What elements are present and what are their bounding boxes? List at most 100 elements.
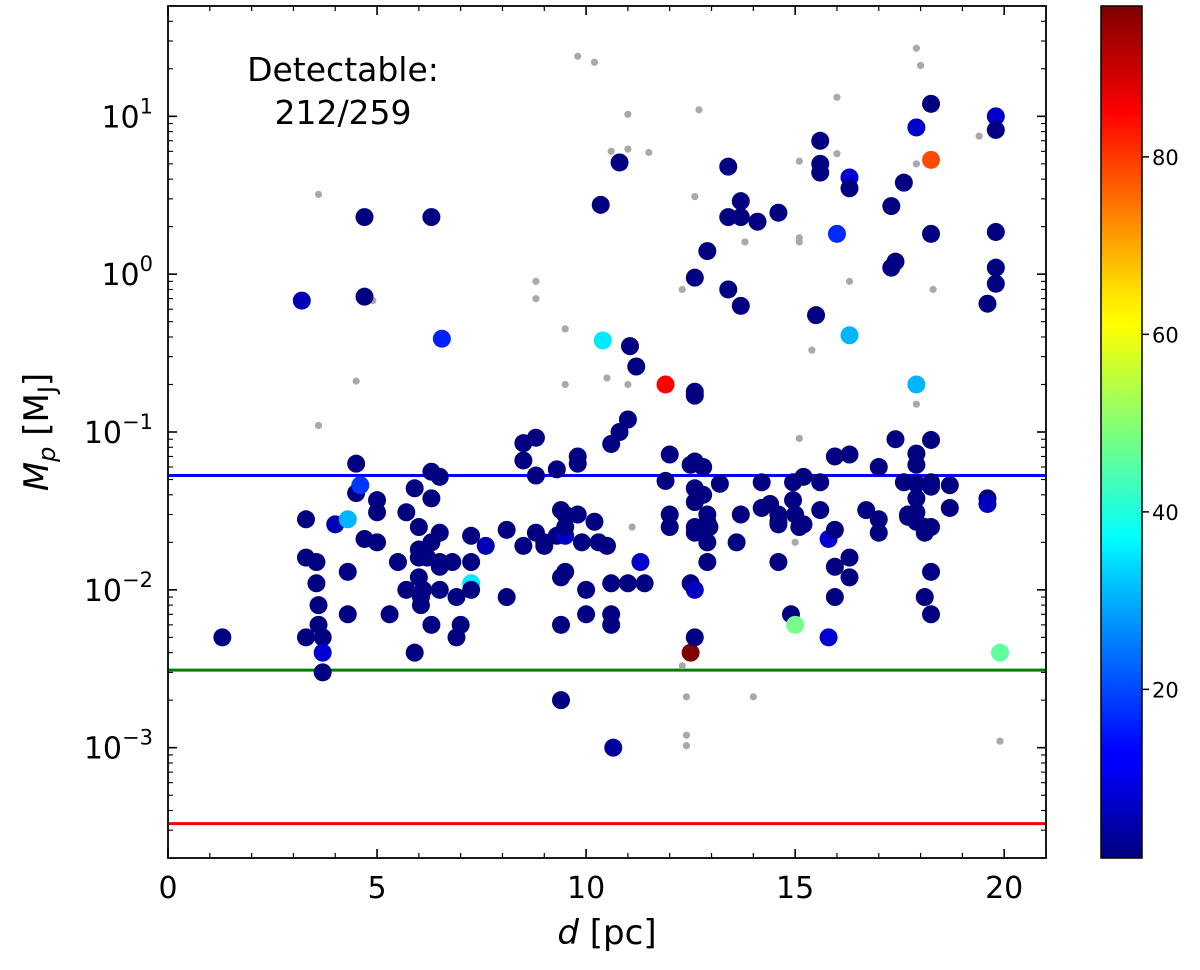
undetectable-point	[916, 61, 925, 70]
detectable-point	[497, 520, 516, 539]
detectable-point	[535, 536, 554, 555]
detectable-point	[397, 580, 416, 599]
detectable-point	[368, 503, 387, 522]
detectable-point	[922, 150, 941, 169]
y-tick-label: 10−2	[84, 568, 153, 609]
detectable-point	[840, 179, 859, 198]
undetectable-point	[795, 238, 803, 246]
detectable-point	[585, 512, 604, 531]
detectable-point	[307, 574, 326, 593]
colorbar-gradient	[1101, 6, 1142, 858]
colorbar-ticks: 20 40 60 80	[1142, 146, 1179, 702]
detectable-point	[922, 562, 941, 581]
undetectable-point	[352, 377, 360, 385]
detectable-point	[405, 643, 424, 662]
x-tick-label: 15	[776, 871, 814, 906]
detectable-point	[411, 596, 430, 615]
detectable-point	[313, 663, 332, 682]
detectable-point	[869, 510, 888, 529]
detectable-point	[577, 580, 596, 599]
detectable-point	[514, 536, 533, 555]
y-axis-ticks: 10−3 10−2 10−1 100 101	[84, 5, 1046, 859]
detectable-point	[886, 252, 905, 271]
detectable-point	[922, 224, 941, 243]
detectable-point	[660, 445, 679, 464]
detectable-point	[610, 153, 629, 172]
undetectable-point	[624, 380, 632, 389]
detectable-point	[631, 553, 650, 572]
detectable-point	[840, 568, 859, 587]
detectable-point	[593, 331, 612, 350]
detectable-point	[547, 460, 566, 479]
scatter-points	[213, 44, 1010, 757]
detectable-point	[355, 287, 374, 306]
undetectable-point	[682, 693, 691, 701]
colorbar-tick-label: 20	[1152, 678, 1179, 702]
x-tick-label: 0	[158, 871, 177, 906]
x-tick-label: 20	[985, 871, 1023, 906]
detectable-point	[414, 580, 433, 599]
detectable-point	[731, 505, 750, 524]
detectable-point	[430, 580, 449, 599]
detectable-point	[719, 208, 738, 227]
detectable-point	[840, 326, 859, 345]
detectable-point	[388, 553, 407, 572]
annotation-line-2: 212/259	[274, 93, 411, 132]
detectable-point	[694, 485, 713, 504]
undetectable-point	[749, 693, 757, 701]
detectable-point	[894, 173, 913, 192]
undetectable-point	[561, 380, 569, 389]
undetectable-point	[678, 662, 686, 670]
detectable-point	[338, 605, 357, 624]
detectable-point	[825, 520, 844, 539]
detectable-point	[811, 131, 830, 150]
detectable-point	[380, 605, 399, 624]
detectable-point	[807, 306, 826, 325]
undetectable-point	[532, 295, 540, 303]
undetectable-point	[678, 285, 686, 294]
detectable-point	[986, 120, 1005, 139]
detectable-point	[430, 467, 449, 486]
undetectable-point	[624, 110, 632, 118]
detectable-point	[568, 454, 587, 473]
undetectable-point	[912, 400, 920, 408]
detectable-point	[986, 258, 1005, 277]
detectable-point	[940, 498, 959, 517]
detectable-point	[526, 466, 545, 485]
detectable-point	[556, 505, 575, 524]
detectable-point	[462, 526, 481, 545]
undetectable-point	[741, 238, 749, 246]
detectable-point	[840, 445, 859, 464]
undetectable-point	[314, 421, 323, 430]
detectable-point	[978, 294, 997, 313]
detectable-point	[602, 615, 621, 634]
detectable-point	[443, 553, 462, 572]
detectable-point	[213, 628, 232, 647]
undetectable-point	[645, 148, 653, 157]
detectable-point	[786, 615, 805, 634]
undetectable-point	[996, 737, 1004, 745]
detectable-point	[627, 357, 646, 376]
detectable-point	[681, 643, 700, 662]
colorbar: 20 40 60 80	[1100, 5, 1179, 859]
undetectable-point	[929, 285, 937, 294]
undetectable-point	[975, 132, 983, 140]
detectable-point	[685, 580, 704, 599]
detectable-point	[309, 596, 328, 615]
undetectable-point	[912, 44, 920, 52]
detectable-point	[591, 195, 610, 214]
undetectable-point	[628, 523, 636, 531]
undetectable-point	[607, 147, 615, 155]
x-axis-label: d [pc]	[557, 913, 656, 953]
undetectable-point	[314, 190, 323, 199]
undetectable-point	[682, 731, 691, 739]
detectable-point	[368, 533, 387, 552]
detectable-point	[811, 163, 830, 182]
detectable-point	[556, 518, 575, 537]
detectable-point	[748, 212, 767, 231]
detectable-point	[869, 523, 888, 542]
detectable-point	[811, 501, 830, 520]
detectable-point	[355, 208, 374, 227]
detectable-point	[869, 458, 888, 477]
detectable-point	[840, 548, 859, 567]
